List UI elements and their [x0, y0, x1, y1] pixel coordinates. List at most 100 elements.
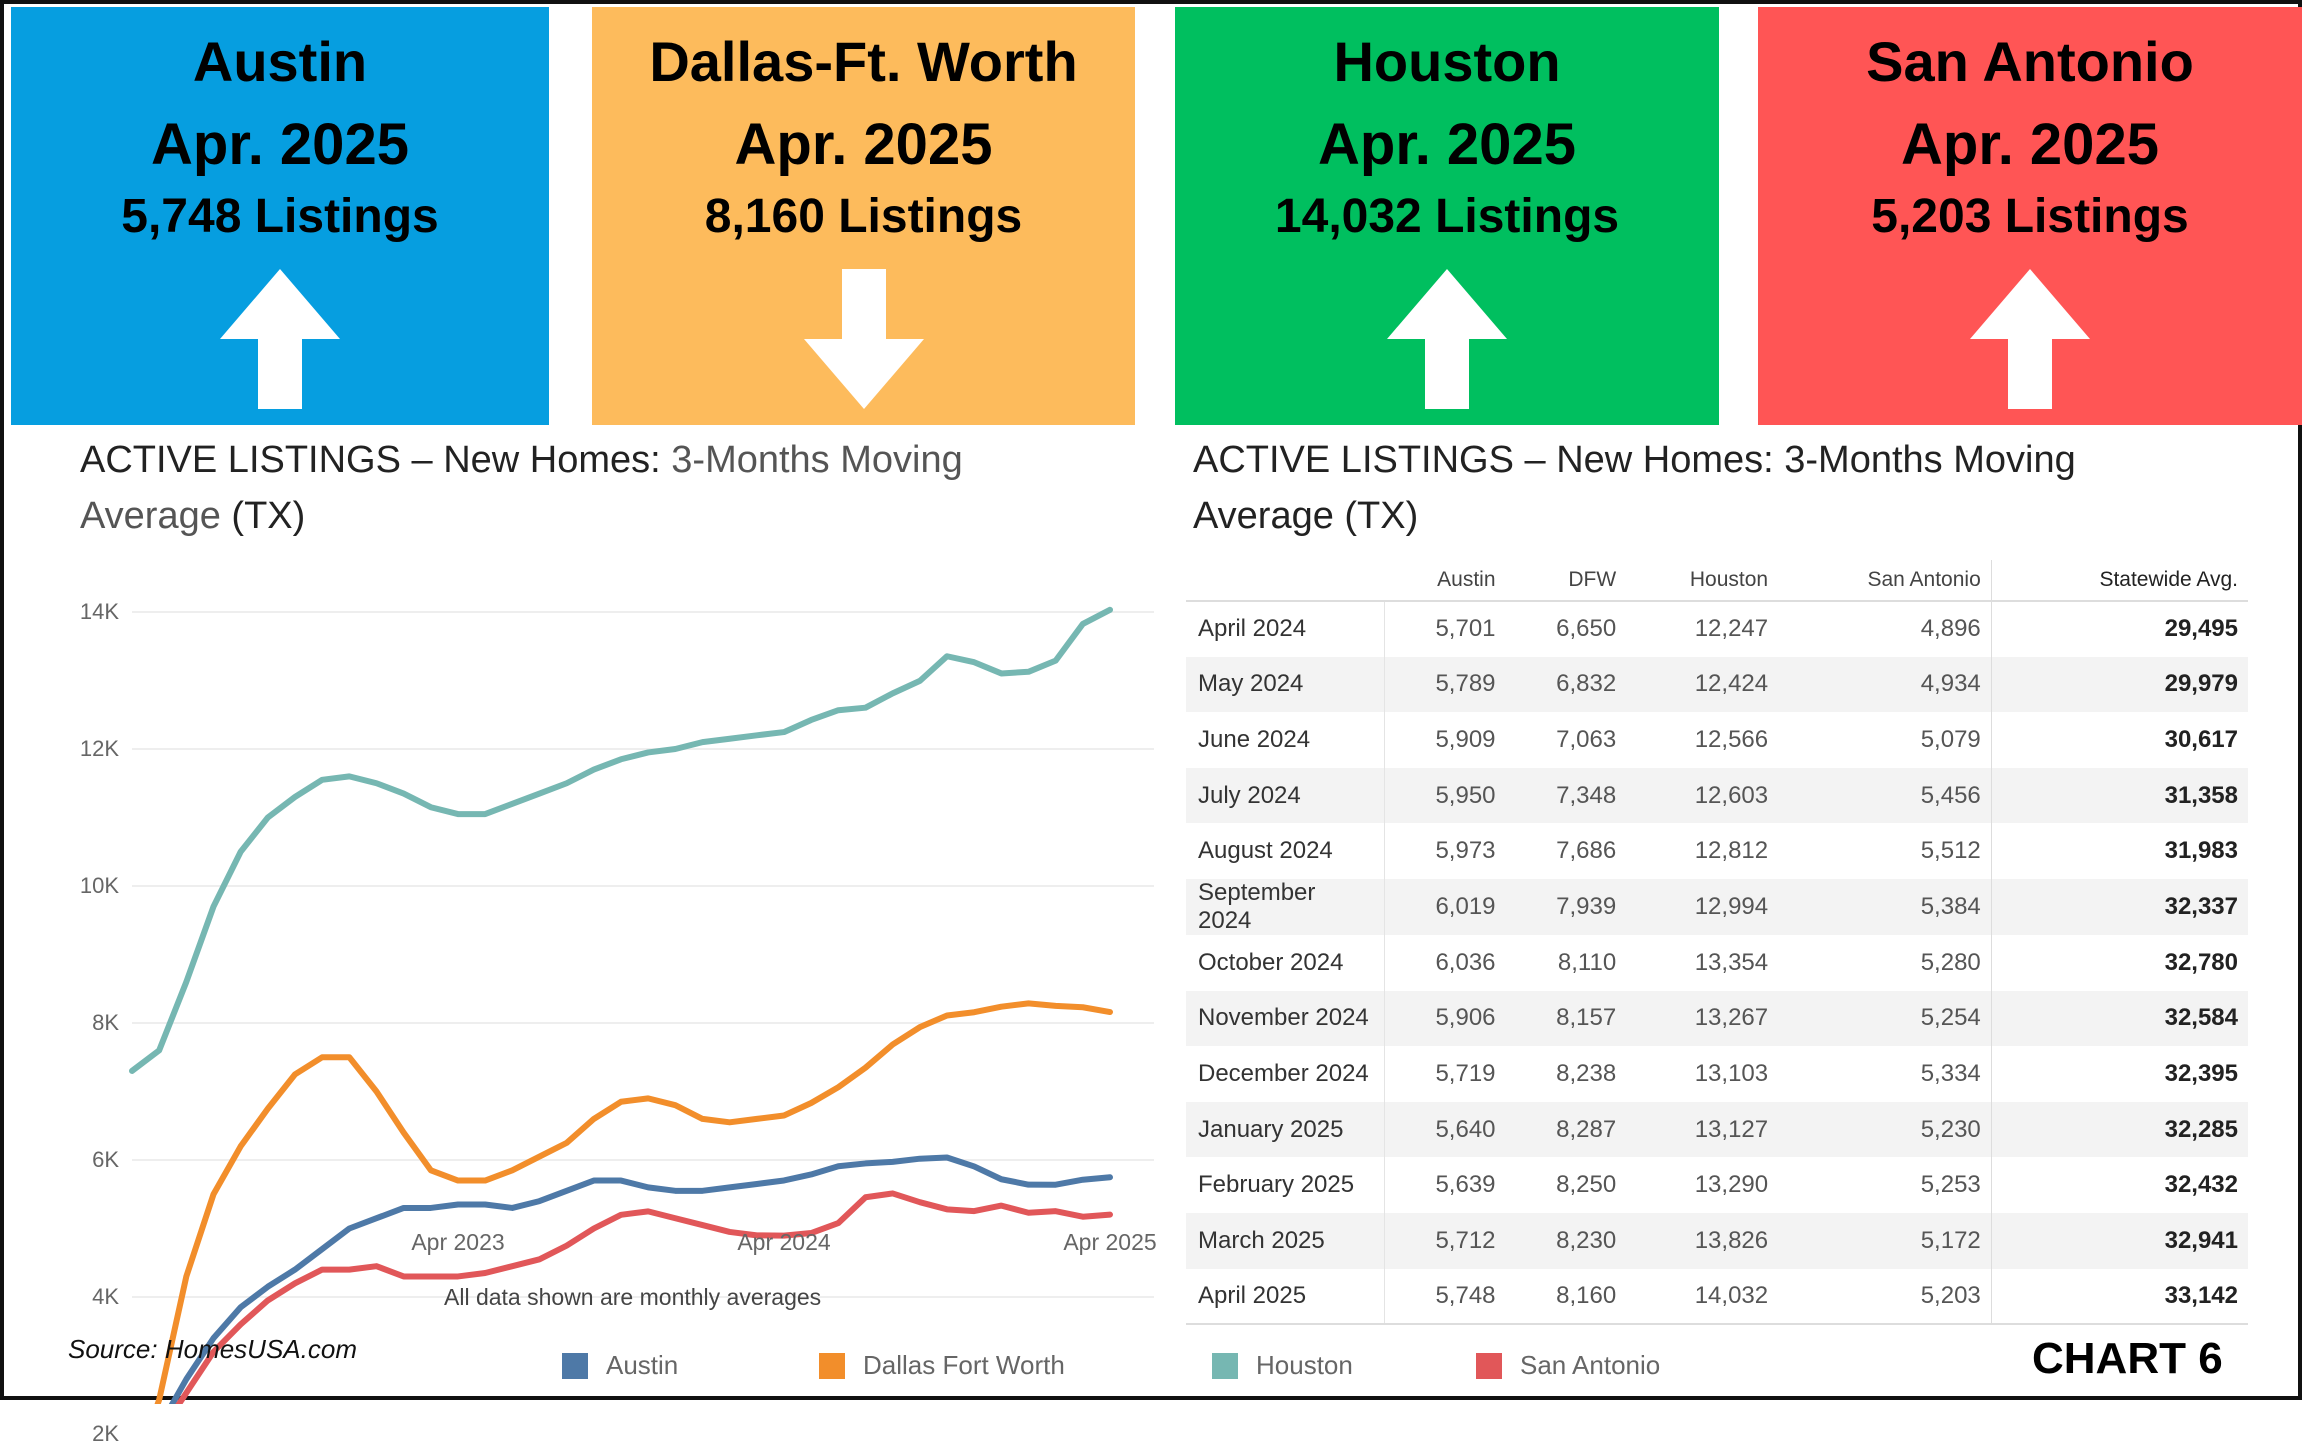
table-cell: 5,079: [1920, 725, 1981, 753]
table-cell: 5,384: [1778, 878, 1992, 935]
table-cell: 13,267: [1626, 990, 1779, 1047]
column-header: Statewide Avg.: [1990, 560, 2248, 602]
table-cell: 4,896: [1920, 615, 1981, 643]
row-label: September 2024: [1186, 878, 1385, 935]
y-tick-label: 8K: [92, 1010, 119, 1035]
table-row: July 2024 5,950 7,348 12,603 5,456 31,358: [1186, 767, 2248, 824]
table-row: June 2024 5,909 7,063 12,566 5,079 30,617: [1186, 712, 2248, 768]
table-cell: 13,354: [1694, 948, 1769, 976]
table-cell: 8,238: [1556, 1059, 1617, 1087]
row-label: October 2024: [1186, 934, 1385, 991]
box-city: Dallas-Ft. Worth: [649, 30, 1078, 93]
table-cell: 7,686: [1556, 837, 1617, 865]
legend-swatch: [562, 1352, 588, 1379]
table-cell: 31,983: [1990, 823, 2248, 879]
table-row: April 2025 5,748 8,160 14,032 5,203 33,142: [1186, 1268, 2248, 1326]
table-cell: 13,127: [1626, 1101, 1779, 1158]
table-row: October 2024 6,036 8,110 13,354 5,280 32,780: [1186, 934, 2248, 991]
legend-item: Houston: [1212, 1350, 1353, 1381]
row-label: April 2025: [1186, 1268, 1385, 1326]
table-cell: 13,290: [1694, 1171, 1769, 1199]
table-cell: 6,832: [1505, 656, 1627, 713]
table-cell: 14,032: [1626, 1268, 1779, 1326]
table-cell: 8,250: [1556, 1171, 1617, 1199]
table-cell: 8,160: [1505, 1268, 1627, 1326]
box-count: 5,203 Listings: [1871, 190, 2189, 243]
table-cell: 8,110: [1557, 948, 1617, 976]
table-cell: 12,424: [1626, 656, 1779, 713]
table-cell: 5,909: [1435, 725, 1496, 753]
column-header: San Antonio: [1778, 560, 1992, 602]
table-cell: 32,584: [1990, 990, 2248, 1047]
y-tick-label: 2K: [92, 1421, 119, 1446]
market-box-austin: Austin Apr. 2025 5,748 Listings: [11, 7, 549, 425]
legend-label: Austin: [606, 1350, 679, 1380]
table-cell: 8,157: [1505, 990, 1627, 1047]
arrow-down-icon: [803, 269, 924, 409]
legend-label: San Antonio: [1520, 1350, 1661, 1380]
row-label: February 2025: [1186, 1157, 1385, 1213]
x-tick-label: Apr 2024: [737, 1229, 831, 1255]
market-box-dallas-ft-worth: Dallas-Ft. Worth Apr. 2025 8,160 Listings: [592, 7, 1135, 425]
table-cell: 5,906: [1384, 990, 1506, 1047]
row-label: January 2025: [1186, 1101, 1385, 1158]
title-light: 3-Months Moving: [660, 439, 963, 481]
table-cell: 5,640: [1384, 1101, 1506, 1158]
box-city: San Antonio: [1866, 30, 2194, 93]
table-cell: 5,203: [1778, 1268, 1992, 1326]
row-label: November 2024: [1186, 990, 1385, 1047]
box-period: Apr. 2025: [151, 112, 409, 177]
table-row: December 2024 5,719 8,238 13,103 5,334 32,395: [1186, 1046, 2248, 1102]
legend-label: Dallas Fort Worth: [863, 1350, 1065, 1380]
table-cell: 5,748: [1384, 1268, 1506, 1326]
box-count: 5,748 Listings: [121, 190, 439, 243]
table-cell: 8,230: [1505, 1212, 1627, 1269]
table-cell: 5,254: [1778, 990, 1992, 1047]
title-suffix: (TX): [220, 495, 306, 537]
table-cell: 30,617: [1990, 712, 2248, 768]
table-cell: 5,512: [1920, 837, 1981, 865]
legend-item: Dallas Fort Worth: [819, 1350, 1065, 1381]
box-city: Houston: [1333, 30, 1561, 93]
table-cell: 5,973: [1435, 837, 1496, 865]
legend-swatch: [819, 1352, 845, 1379]
table-cell: 5,950: [1384, 767, 1506, 824]
table-cell: 7,063: [1556, 725, 1617, 753]
table-cell: 12,812: [1694, 837, 1769, 865]
market-box-houston: Houston Apr. 2025 14,032 Listings: [1175, 7, 1719, 425]
table-cell: 12,247: [1694, 615, 1769, 643]
table-cell: 29,495: [1990, 601, 2248, 657]
chart-note: All data shown are monthly averages: [444, 1284, 822, 1310]
box-period: Apr. 2025: [734, 112, 993, 177]
right-table-title: ACTIVE LISTINGS – New Homes: 3-Months Mo…: [1193, 432, 2173, 544]
table-cell: 13,826: [1626, 1212, 1779, 1269]
row-label: June 2024: [1186, 712, 1385, 768]
column-header: DFW: [1505, 560, 1627, 602]
legend-swatch: [1212, 1352, 1238, 1379]
column-header: Austin: [1384, 560, 1506, 602]
row-label: March 2025: [1186, 1212, 1385, 1269]
table-cell: 7,348: [1505, 767, 1627, 824]
legend-item: Austin: [562, 1350, 678, 1381]
arrow-up-icon: [1387, 269, 1507, 409]
title-bold: ACTIVE LISTINGS – New Homes:: [80, 439, 661, 481]
table-cell: 31,358: [1990, 767, 2248, 824]
y-tick-label: 6K: [92, 1147, 119, 1172]
table-cell: 33,142: [1990, 1268, 2248, 1326]
y-tick-label: 12K: [79, 736, 119, 761]
table-cell: 5,639: [1435, 1171, 1496, 1199]
table-cell: 32,337: [1990, 878, 2248, 935]
title-line2: Average: [80, 495, 221, 537]
series-line-houston: [129, 606, 1113, 1074]
table-cell: 4,934: [1778, 656, 1992, 713]
market-box-san-antonio: San Antonio Apr. 2025 5,203 Listings: [1758, 7, 2302, 425]
table-cell: 5,230: [1778, 1101, 1992, 1158]
listings-table: Austin DFW Houston San Antonio Statewide Avg…: [1186, 560, 2248, 1326]
row-label: August 2024: [1186, 823, 1385, 879]
legend-label: Houston: [1256, 1350, 1353, 1380]
box-count: 8,160 Listings: [704, 190, 1023, 243]
table-cell: 5,280: [1920, 948, 1981, 976]
table-cell: 6,650: [1556, 615, 1617, 643]
y-tick-label: 4K: [92, 1284, 119, 1309]
legend-item: San Antonio: [1476, 1350, 1660, 1381]
